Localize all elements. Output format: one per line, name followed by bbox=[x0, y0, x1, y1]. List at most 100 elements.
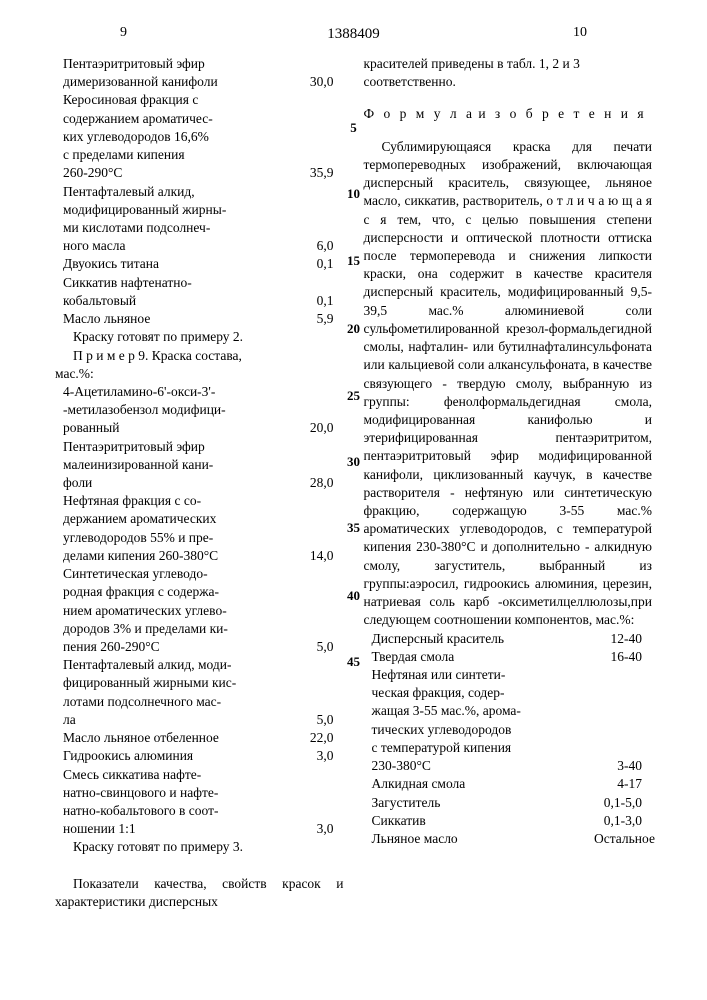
composition-row: ких углеводородов 16,6% bbox=[55, 128, 344, 146]
composition-row: Дисперсный краситель12-40 bbox=[364, 630, 653, 648]
component-label: ношении 1:1 bbox=[63, 820, 286, 838]
component-label: Нефтяная или синтети- bbox=[372, 666, 653, 684]
component-label: ного масла bbox=[63, 237, 286, 255]
component-label: фоли bbox=[63, 474, 286, 492]
composition-row: Двуокись титана0,1 bbox=[55, 255, 344, 273]
composition-row: Масло льняное отбеленное22,0 bbox=[55, 729, 344, 747]
composition-row: делами кипения 260-380°С14,0 bbox=[55, 547, 344, 565]
component-label: с температурой кипения bbox=[372, 739, 653, 757]
composition-row: ношении 1:13,0 bbox=[55, 820, 344, 838]
component-label: фицированный жирными кис- bbox=[63, 674, 344, 692]
component-label: кобальтовый bbox=[63, 292, 286, 310]
composition-row: Сиккатив0,1-3,0 bbox=[364, 812, 653, 830]
composition-row: димеризованной канифоли30,0 bbox=[55, 73, 344, 91]
component-label: Масло льняное bbox=[63, 310, 286, 328]
composition-row: Пентаэритритовый эфир bbox=[55, 55, 344, 73]
composition-row: Пентаэритритовый эфир bbox=[55, 438, 344, 456]
component-label: Керосиновая фракция с bbox=[63, 91, 344, 109]
component-label: Льняное масло bbox=[372, 830, 595, 848]
paragraph: Краску готовят по примеру 3. bbox=[55, 838, 344, 856]
component-label: рованный bbox=[63, 419, 286, 437]
composition-row: 230-380°С3-40 bbox=[364, 757, 653, 775]
component-label: модифицированный жирны- bbox=[63, 201, 344, 219]
component-value: 3,0 bbox=[286, 820, 344, 838]
component-label: димеризованной канифоли bbox=[63, 73, 286, 91]
component-label: Пентаэритритовый эфир bbox=[63, 438, 344, 456]
composition-row: нием ароматических углево- bbox=[55, 602, 344, 620]
composition-row: пения 260-290°С5,0 bbox=[55, 638, 344, 656]
left-column: Пентаэритритовый эфирдимеризованной кани… bbox=[55, 55, 344, 911]
component-value: 14,0 bbox=[286, 547, 344, 565]
component-label: Пентаэритритовый эфир bbox=[63, 55, 344, 73]
component-label: ких углеводородов 16,6% bbox=[63, 128, 344, 146]
component-label: Масло льняное отбеленное bbox=[63, 729, 286, 747]
component-label: дородов 3% и пределами ки- bbox=[63, 620, 344, 638]
component-value: 0,1-3,0 bbox=[594, 812, 652, 830]
component-label: Пентафталевый алкид, моди- bbox=[63, 656, 344, 674]
component-label: родная фракция с содержа- bbox=[63, 583, 344, 601]
component-label: лотами подсолнечного мас- bbox=[63, 693, 344, 711]
component-label: 260-290°С bbox=[63, 164, 286, 182]
composition-row: углеводородов 55% и пре- bbox=[55, 529, 344, 547]
example-heading: П р и м е р 9. Краска состава, мас.%: bbox=[55, 347, 344, 383]
component-value: 12-40 bbox=[594, 630, 652, 648]
component-value: 6,0 bbox=[286, 237, 344, 255]
claims-heading: Ф о р м у л а и з о б р е т е н и я bbox=[364, 105, 653, 123]
component-value: 30,0 bbox=[286, 73, 344, 91]
component-label: натно-свинцового и нафте- bbox=[63, 784, 344, 802]
composition-row: фицированный жирными кис- bbox=[55, 674, 344, 692]
composition-row: держанием ароматических bbox=[55, 510, 344, 528]
component-value: 5,9 bbox=[286, 310, 344, 328]
component-value: 20,0 bbox=[286, 419, 344, 437]
heading-word: и з о б р е т е н и я bbox=[478, 106, 646, 121]
component-label: малеинизированной кани- bbox=[63, 456, 344, 474]
component-label: с пределами кипения bbox=[63, 146, 344, 164]
composition-row: ми кислотами подсолнеч- bbox=[55, 219, 344, 237]
component-label: пения 260-290°С bbox=[63, 638, 286, 656]
paragraph: красителей приведены в табл. 1, 2 и 3 со… bbox=[364, 55, 653, 91]
composition-row: 260-290°С35,9 bbox=[55, 164, 344, 182]
composition-row: Алкидная смола4-17 bbox=[364, 775, 653, 793]
composition-row: содержанием ароматичес- bbox=[55, 110, 344, 128]
component-value: 3,0 bbox=[286, 747, 344, 765]
component-label: Двуокись титана bbox=[63, 255, 286, 273]
component-value: 22,0 bbox=[286, 729, 344, 747]
composition-row: натно-кобальтового в соот- bbox=[55, 802, 344, 820]
component-label: Алкидная смола bbox=[372, 775, 595, 793]
composition-row: жащая 3-55 мас.%, арома- bbox=[364, 702, 653, 720]
composition-row: Нефтяная или синтети- bbox=[364, 666, 653, 684]
component-value: 0,1-5,0 bbox=[594, 794, 652, 812]
composition-row: рованный20,0 bbox=[55, 419, 344, 437]
component-value: 0,1 bbox=[286, 292, 344, 310]
composition-row: ческая фракция, содер- bbox=[364, 684, 653, 702]
composition-row: фоли28,0 bbox=[55, 474, 344, 492]
page-number-right: 10 bbox=[573, 24, 587, 43]
composition-row: дородов 3% и пределами ки- bbox=[55, 620, 344, 638]
composition-row: с пределами кипения bbox=[55, 146, 344, 164]
paragraph: Показатели качества, свойств красок и ха… bbox=[55, 875, 344, 911]
two-column-layout: Пентаэритритовый эфирдимеризованной кани… bbox=[55, 55, 652, 911]
patent-number: 1388409 bbox=[327, 24, 380, 44]
composition-row: Смесь сиккатива нафте- bbox=[55, 766, 344, 784]
component-label: 4-Ацетиламино-6'-окси-3'- bbox=[63, 383, 344, 401]
heading-word: Ф о р м у л а bbox=[364, 106, 475, 121]
component-value: 0,1 bbox=[286, 255, 344, 273]
composition-row: Масло льняное5,9 bbox=[55, 310, 344, 328]
component-label: натно-кобальтового в соот- bbox=[63, 802, 344, 820]
component-value: 16-40 bbox=[594, 648, 652, 666]
composition-row: тических углеводородов bbox=[364, 721, 653, 739]
composition-row: Синтетическая углеводо- bbox=[55, 565, 344, 583]
component-label: ческая фракция, содер- bbox=[372, 684, 653, 702]
component-label: Сиккатив нафтенатно- bbox=[63, 274, 344, 292]
component-label: Синтетическая углеводо- bbox=[63, 565, 344, 583]
component-label: 230-380°С bbox=[372, 757, 595, 775]
composition-row: кобальтовый0,1 bbox=[55, 292, 344, 310]
composition-row: родная фракция с содержа- bbox=[55, 583, 344, 601]
component-label: делами кипения 260-380°С bbox=[63, 547, 286, 565]
component-label: нием ароматических углево- bbox=[63, 602, 344, 620]
component-label: Дисперсный краситель bbox=[372, 630, 595, 648]
component-label: Пентафталевый алкид, bbox=[63, 183, 344, 201]
composition-row: лотами подсолнечного мас- bbox=[55, 693, 344, 711]
component-value: 4-17 bbox=[594, 775, 652, 793]
component-label: держанием ароматических bbox=[63, 510, 344, 528]
